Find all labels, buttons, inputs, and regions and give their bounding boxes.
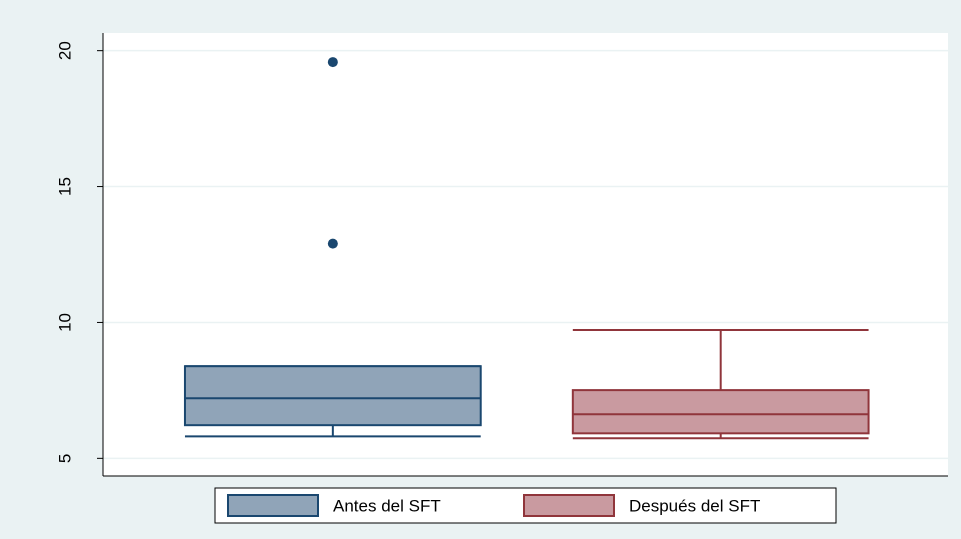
box: [183, 365, 482, 427]
outlier: [327, 57, 338, 68]
legend-swatch: [227, 494, 319, 517]
y-tick-label: 20: [55, 41, 74, 60]
legend-swatch: [523, 494, 615, 517]
y-tick-label: 10: [55, 313, 74, 332]
y-tick-label: 5: [55, 454, 74, 463]
y-tick-label: 15: [55, 177, 74, 196]
legend-label: Antes del SFT: [333, 496, 441, 515]
box: [571, 389, 870, 435]
legend-label: Después del SFT: [629, 496, 760, 515]
outlier: [327, 238, 338, 249]
